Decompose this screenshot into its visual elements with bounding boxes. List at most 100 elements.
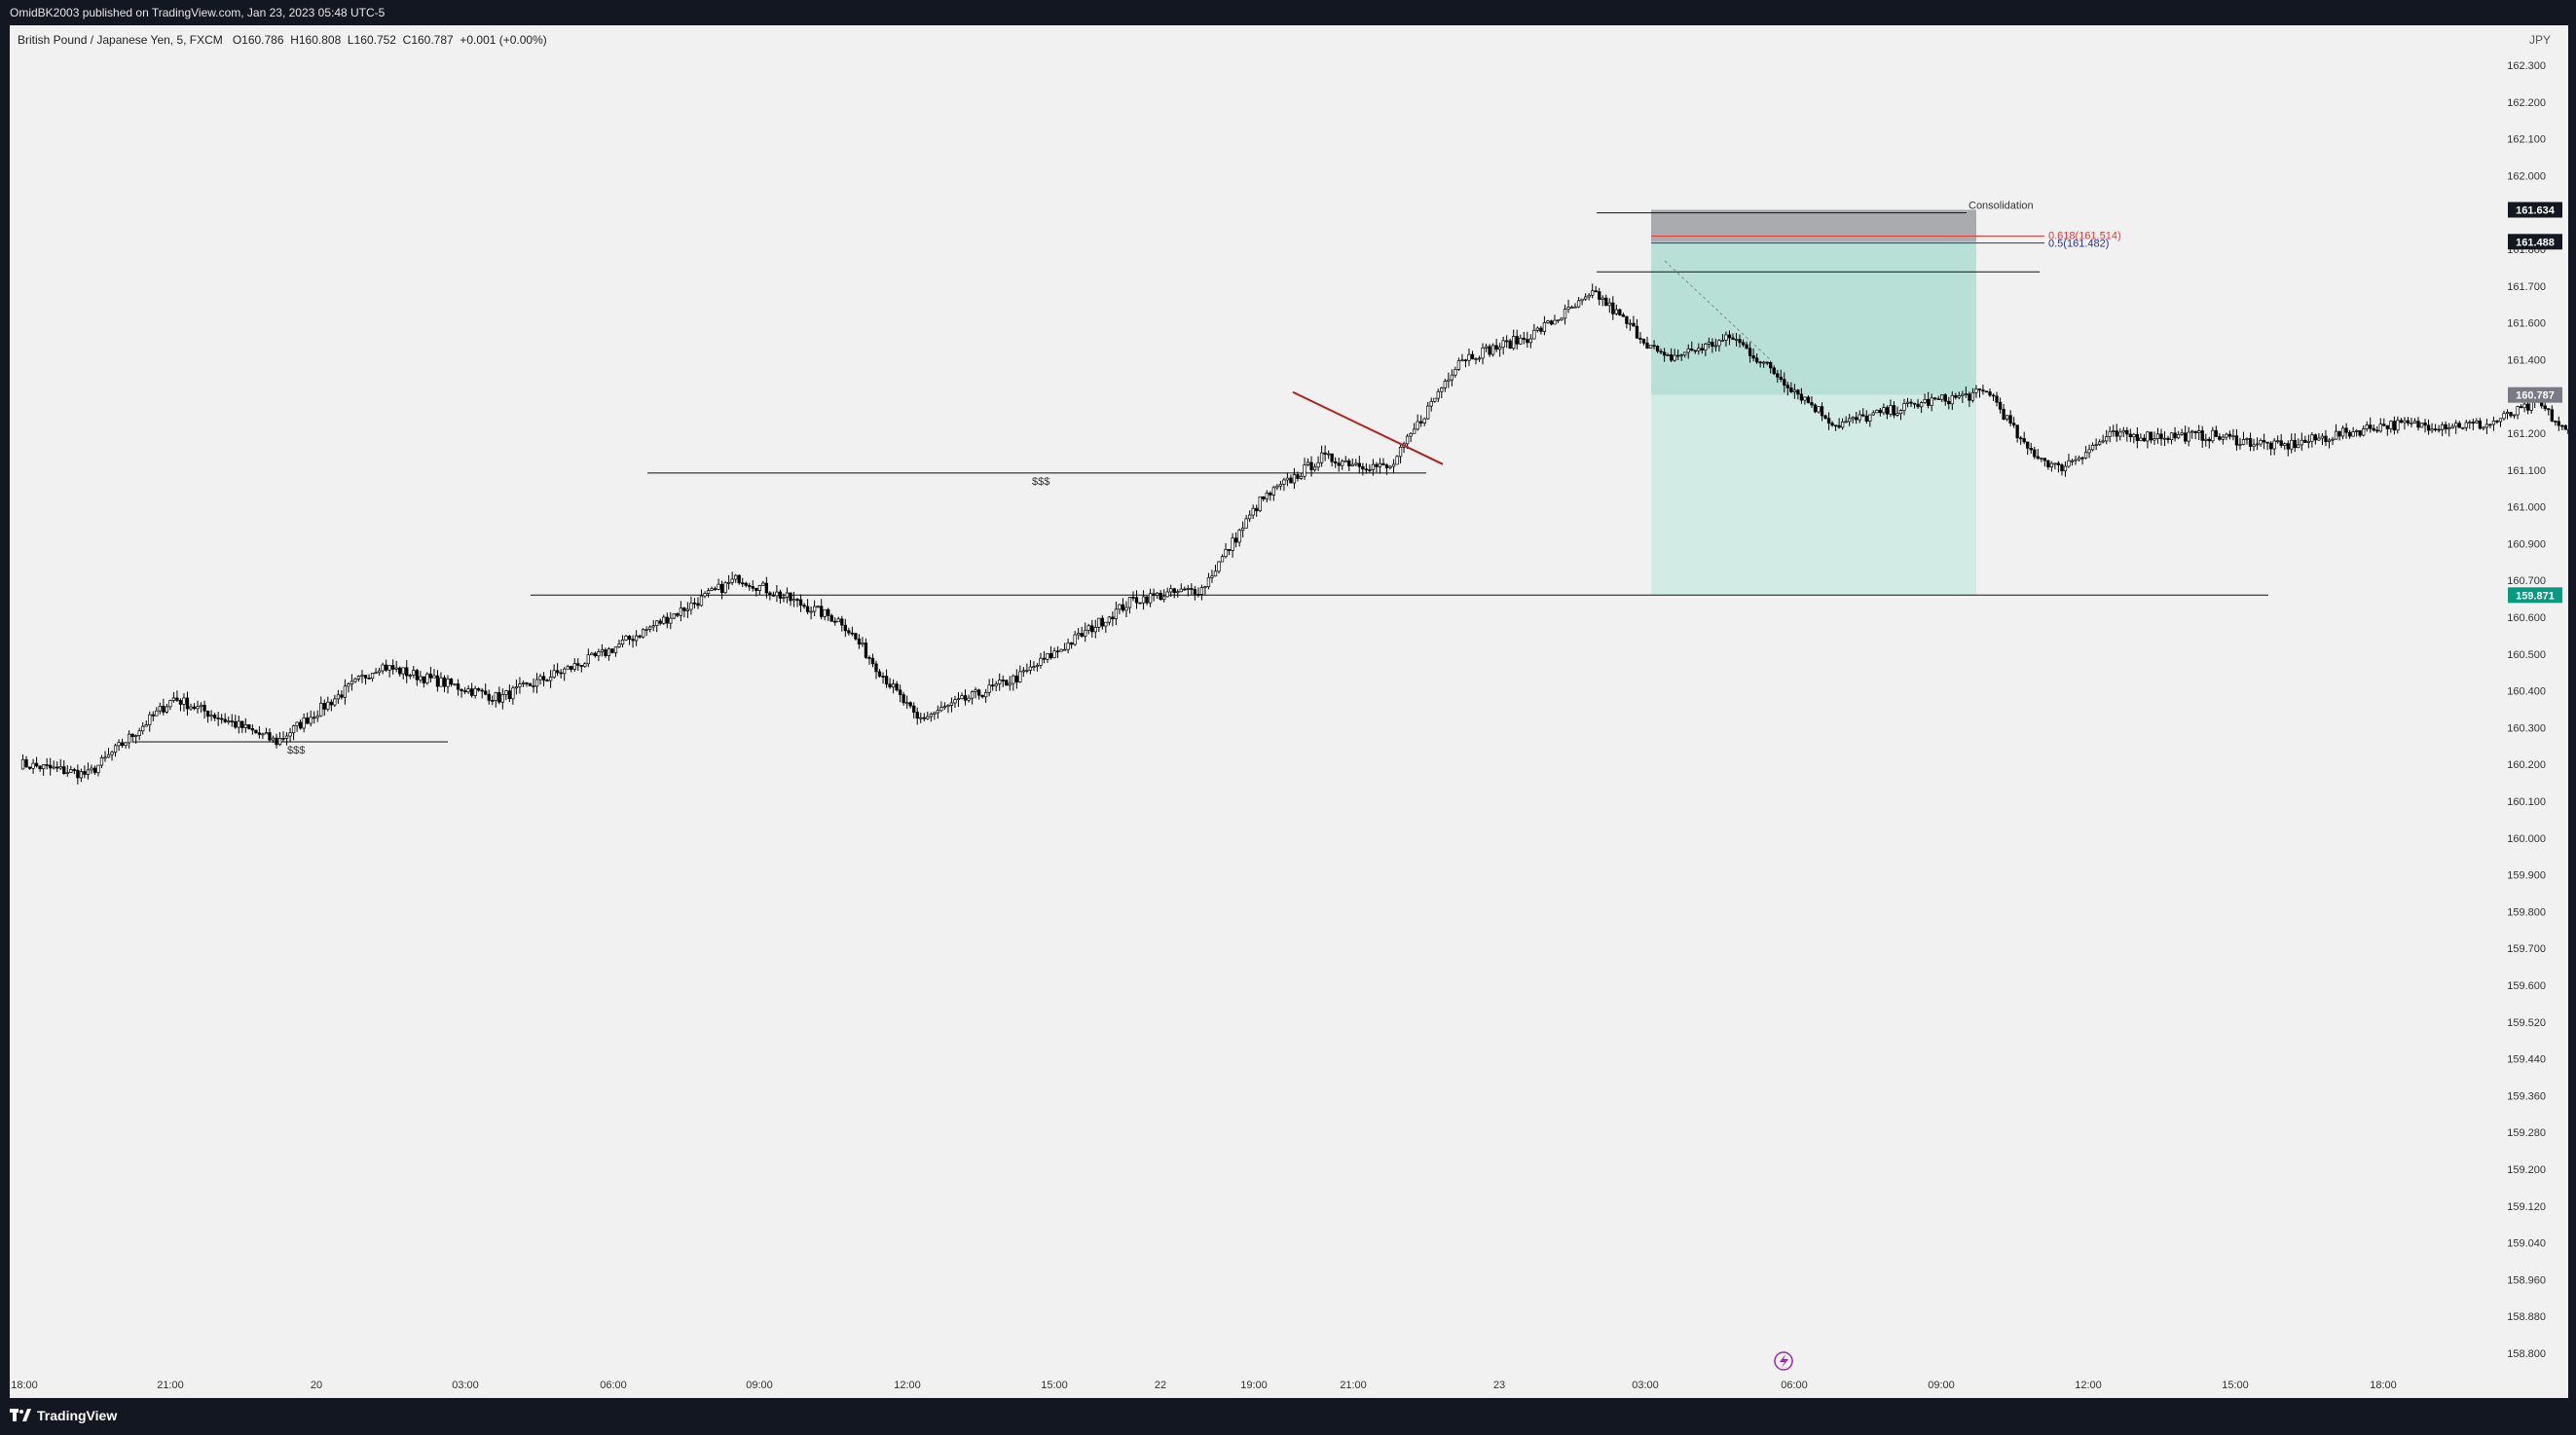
candle-body bbox=[264, 732, 269, 735]
candle-body bbox=[1463, 359, 1468, 362]
candle-body bbox=[689, 602, 693, 610]
candle-body bbox=[428, 673, 433, 679]
candle-body bbox=[1861, 414, 1865, 417]
price-chart[interactable]: $$$ $$$ Consolidation 0.618(161.514)0.5(161… bbox=[10, 25, 2568, 1398]
candle-body bbox=[1395, 456, 1399, 465]
candle-body bbox=[836, 618, 840, 623]
y-tick-label: 159.900 bbox=[2507, 870, 2546, 882]
candle-body bbox=[295, 721, 299, 726]
candle-body bbox=[902, 694, 905, 704]
candle-body bbox=[1878, 409, 1883, 414]
candle-body bbox=[1950, 394, 1954, 405]
fib-label: 0.618(161.514) bbox=[2048, 230, 2121, 241]
candle-body bbox=[812, 606, 817, 612]
candle-body bbox=[1354, 462, 1358, 465]
candle-body bbox=[1528, 338, 1532, 344]
candle-body bbox=[2005, 415, 2009, 420]
candle-body bbox=[165, 706, 169, 713]
candle-body bbox=[2389, 421, 2393, 429]
candle-body bbox=[480, 689, 484, 692]
candle-body bbox=[456, 683, 460, 690]
level-label: $$$ bbox=[287, 745, 305, 756]
candle-body bbox=[1974, 388, 1978, 393]
y-tick-label: 159.600 bbox=[2507, 980, 2546, 992]
candle-body bbox=[2190, 430, 2194, 433]
candle-body bbox=[620, 639, 625, 645]
candle-body bbox=[840, 618, 844, 626]
y-tick-label: 162.100 bbox=[2507, 134, 2546, 146]
candle-body bbox=[617, 644, 621, 647]
candle-body bbox=[1991, 394, 1996, 397]
candle-body bbox=[741, 582, 745, 585]
candle-body bbox=[1848, 418, 1852, 423]
candle-body bbox=[162, 706, 166, 713]
candle-body bbox=[1858, 414, 1861, 421]
candle-body bbox=[1882, 407, 1886, 414]
candle-body bbox=[665, 616, 669, 624]
candle-body bbox=[329, 701, 333, 706]
candle-body bbox=[1490, 345, 1495, 355]
candle-body bbox=[2337, 430, 2341, 437]
candle-body bbox=[2101, 440, 2105, 443]
candle-body bbox=[734, 574, 738, 580]
candle-body bbox=[1077, 633, 1081, 636]
candle-body bbox=[227, 720, 231, 722]
x-tick-label: 20 bbox=[311, 1380, 322, 1391]
chart-area[interactable]: $$$ $$$ Consolidation 0.618(161.514) 0.5(161… bbox=[10, 25, 2568, 1398]
candle-body bbox=[2276, 440, 2280, 443]
y-tick-label: 161.600 bbox=[2507, 318, 2546, 330]
candle-body bbox=[1368, 469, 1372, 471]
candle-body bbox=[1255, 507, 1259, 512]
tradingview-logo[interactable]: TradingView bbox=[10, 1408, 117, 1423]
candle-body bbox=[1748, 348, 1752, 356]
candle-body bbox=[1745, 344, 1748, 350]
candle-body bbox=[2286, 443, 2290, 450]
candle-body bbox=[751, 586, 754, 589]
candle-body bbox=[1326, 453, 1331, 456]
candle-body bbox=[494, 692, 497, 701]
candle-body bbox=[394, 667, 398, 670]
candle-body bbox=[2399, 420, 2404, 423]
candle-body bbox=[1501, 340, 1505, 349]
candle-body bbox=[2262, 440, 2266, 443]
candle-body bbox=[374, 672, 378, 675]
candle-body bbox=[778, 591, 783, 599]
candle-body bbox=[2097, 441, 2102, 445]
candle-body bbox=[881, 676, 885, 678]
candle-body bbox=[771, 594, 776, 597]
high-value: H160.808 bbox=[290, 33, 342, 47]
candle-body bbox=[850, 632, 855, 635]
y-tick-label: 159.700 bbox=[2507, 943, 2546, 955]
candle-body bbox=[1481, 348, 1485, 359]
candle-body bbox=[391, 665, 395, 670]
candle-body bbox=[1655, 346, 1660, 352]
candle-body bbox=[1347, 460, 1351, 466]
candle-body bbox=[1731, 337, 1735, 341]
x-tick-label: 09:00 bbox=[1928, 1380, 1955, 1391]
candle-body bbox=[1594, 290, 1598, 293]
candle-body bbox=[1954, 394, 1958, 398]
footer-bar: TradingView bbox=[0, 1398, 2576, 1435]
candle-body bbox=[2169, 432, 2174, 441]
candle-body bbox=[113, 745, 118, 754]
candle-body bbox=[1943, 394, 1947, 402]
candle-body bbox=[1269, 493, 1272, 496]
candle-body bbox=[1563, 309, 1567, 319]
candle-body bbox=[168, 700, 172, 708]
candle-body bbox=[2362, 428, 2366, 436]
candle-body bbox=[983, 691, 988, 698]
candle-body bbox=[1566, 307, 1570, 310]
candle-body bbox=[1625, 315, 1629, 324]
candle-body bbox=[1601, 297, 1604, 300]
candle-body bbox=[49, 764, 53, 769]
candle-body bbox=[497, 692, 501, 703]
candle-body bbox=[1334, 460, 1338, 464]
candle-body bbox=[1138, 602, 1142, 605]
candle-body bbox=[2002, 408, 2006, 420]
candle-body bbox=[76, 769, 80, 779]
axis-price-badge bbox=[2508, 202, 2562, 218]
candle-body bbox=[171, 697, 176, 701]
candle-body bbox=[566, 666, 570, 670]
candle-body bbox=[1844, 421, 1848, 423]
candle-body bbox=[2173, 432, 2177, 439]
